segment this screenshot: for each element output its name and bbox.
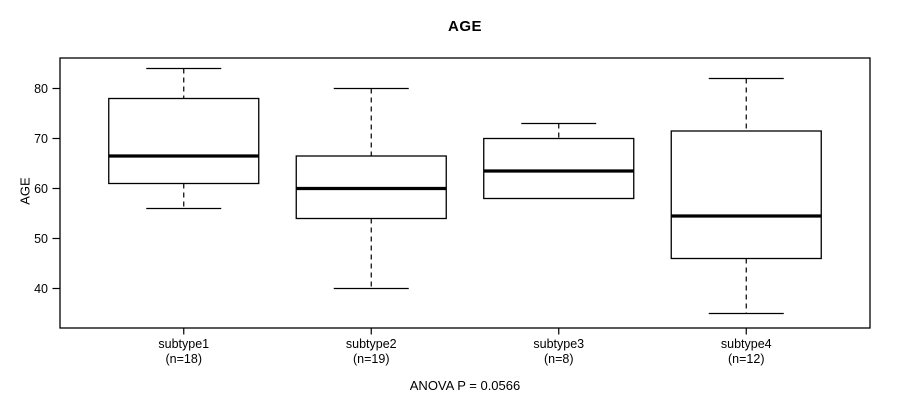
iqr-box — [670, 130, 822, 260]
iqr-box — [108, 97, 260, 185]
y-axis-tick-label: 70 — [34, 132, 48, 146]
x-axis-sublabel: (n=12) — [728, 352, 764, 366]
x-axis-label: subtype2 — [346, 337, 397, 351]
x-axis-label: subtype4 — [721, 337, 772, 351]
x-axis-sublabel: (n=19) — [353, 352, 389, 366]
x-axis-sublabel: (n=18) — [166, 352, 202, 366]
y-axis-tick-label: 50 — [34, 232, 48, 246]
x-axis-sublabel: (n=8) — [544, 352, 574, 366]
x-axis-label: subtype1 — [158, 337, 209, 351]
y-axis-tick-label: 80 — [34, 82, 48, 96]
y-axis-tick-label: 60 — [34, 182, 48, 196]
anova-annotation: ANOVA P = 0.0566 — [409, 378, 521, 393]
plot-frame — [59, 57, 871, 329]
x-axis-label: subtype3 — [533, 337, 584, 351]
iqr-box — [483, 137, 635, 200]
chart-title: AGE — [447, 18, 482, 35]
y-axis-tick-label: 40 — [34, 282, 48, 296]
